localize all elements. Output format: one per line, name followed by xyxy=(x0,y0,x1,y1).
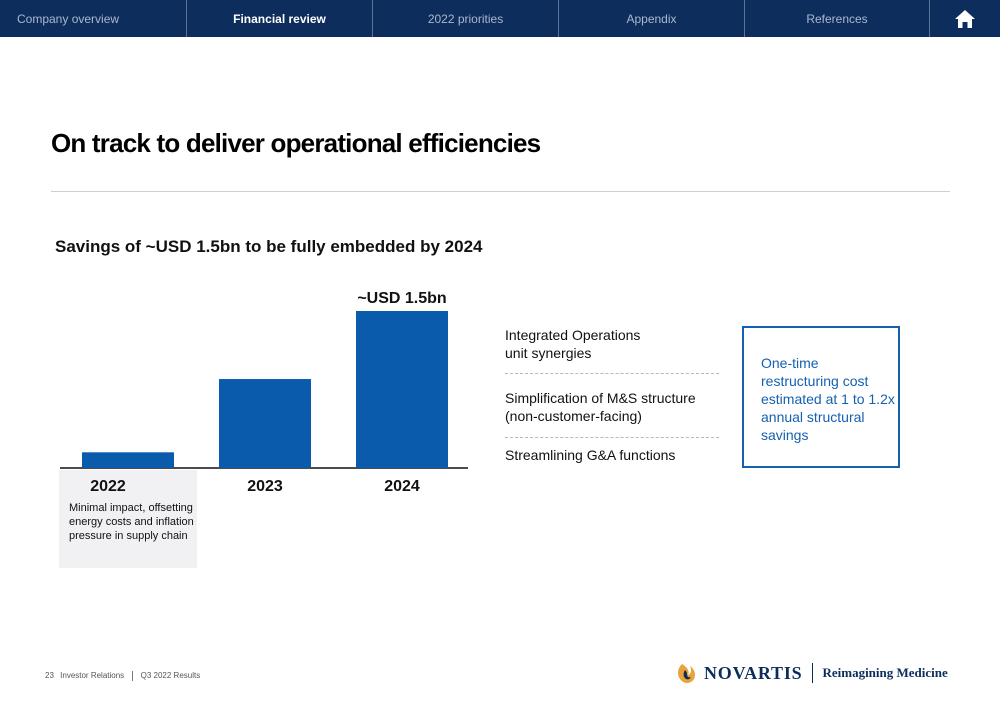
callout-2022-note: Minimal impact, offsetting energy costs … xyxy=(69,502,194,542)
x-tick-label-2022: 2022 xyxy=(90,478,126,495)
top-navigation: Company overview Financial review 2022 p… xyxy=(0,0,1000,37)
dashed-divider xyxy=(505,437,719,438)
title-divider xyxy=(51,191,950,192)
footer-separator xyxy=(132,671,134,681)
tab-appendix[interactable]: Appendix xyxy=(559,0,745,37)
bar-2022 xyxy=(82,452,174,468)
tab-references[interactable]: References xyxy=(745,0,930,37)
x-tick-label-2024: 2024 xyxy=(384,478,420,495)
footer: 23 Investor Relations Q3 2022 Results xyxy=(45,671,204,681)
page-number: 23 xyxy=(45,671,54,681)
tab-company-overview[interactable]: Company overview xyxy=(0,0,187,37)
flame-logo-icon xyxy=(677,664,695,683)
dashed-divider xyxy=(505,373,719,374)
home-icon xyxy=(955,9,975,28)
chart-subtitle: Savings of ~USD 1.5bn to be fully embedd… xyxy=(55,237,483,256)
restructuring-cost-box: One-time restructuring cost estimated at… xyxy=(742,326,900,468)
x-tick-label-2023: 2023 xyxy=(247,478,283,495)
callout-background xyxy=(59,470,197,568)
savings-item-line: Streamlining G&A functions xyxy=(505,447,676,463)
brand-tagline: Reimagining Medicine xyxy=(822,665,948,680)
bar-2023 xyxy=(219,379,311,468)
savings-item-integrated-operations: Integrated Operations unit synergies xyxy=(505,326,640,362)
tab-financial-review[interactable]: Financial review xyxy=(187,0,373,37)
home-button[interactable] xyxy=(930,0,1000,37)
restructuring-cost-text: One-time restructuring cost estimated at… xyxy=(761,355,895,443)
savings-item-line: unit synergies xyxy=(505,345,592,361)
data-label-2024: ~USD 1.5bn xyxy=(357,290,446,307)
novartis-logo: NOVARTIS Reimagining Medicine xyxy=(676,660,948,686)
savings-item-line: (non-customer-facing) xyxy=(505,408,642,424)
savings-item-line: Simplification of M&S structure xyxy=(505,390,696,406)
logo-divider xyxy=(812,663,814,683)
brand-name: NOVARTIS xyxy=(704,662,803,683)
savings-item-streamlining: Streamlining G&A functions xyxy=(505,446,675,464)
bar-2024 xyxy=(356,311,448,468)
slide-title: On track to deliver operational efficien… xyxy=(51,128,541,158)
footer-section: Investor Relations xyxy=(60,671,125,681)
savings-item-line: Integrated Operations xyxy=(505,327,641,343)
tab-2022-priorities[interactable]: 2022 priorities xyxy=(373,0,559,37)
savings-item-simplification: Simplification of M&S structure (non-cus… xyxy=(505,389,696,425)
footer-deck: Q3 2022 Results xyxy=(140,671,201,681)
